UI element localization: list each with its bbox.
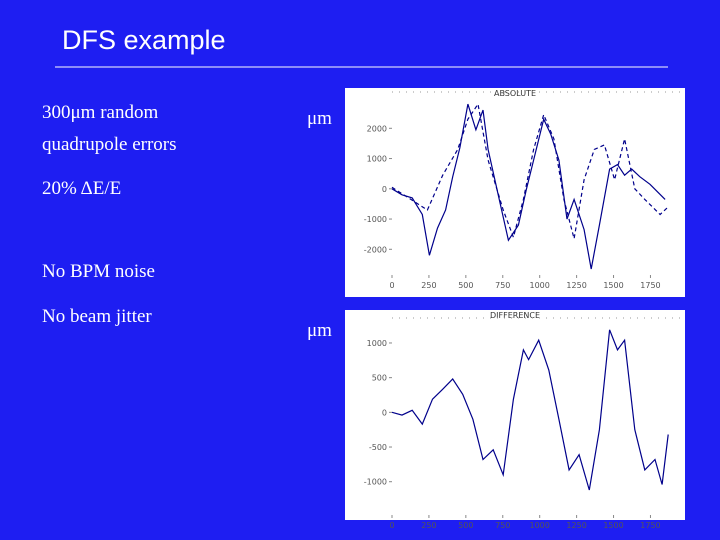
x-tick-label: 250 xyxy=(421,521,436,530)
chart-panel xyxy=(345,88,685,297)
bullet: 20% ΔE/E xyxy=(42,178,121,199)
x-tick-label: 1000 xyxy=(530,281,550,290)
x-tick-label: 500 xyxy=(458,521,473,530)
y-tick-label: -2000 xyxy=(364,245,387,254)
x-tick-label: 250 xyxy=(421,281,436,290)
x-tick-label: 500 xyxy=(458,281,473,290)
y-tick-label: 1000 xyxy=(367,155,387,164)
chart-panel xyxy=(345,310,685,520)
y-tick-label: 0 xyxy=(382,408,387,417)
y-tick-label: 0 xyxy=(382,185,387,194)
bullet: No BPM noise xyxy=(42,261,155,282)
data-line xyxy=(391,102,669,240)
chart-title: ABSOLUTE xyxy=(494,89,536,98)
data-line xyxy=(391,103,666,270)
data-line xyxy=(391,329,669,491)
y-tick-label: -1000 xyxy=(364,215,387,224)
y-tick-label: -500 xyxy=(369,443,387,452)
y-tick-label: 2000 xyxy=(367,124,387,133)
y-tick-label: -1000 xyxy=(364,478,387,487)
x-tick-label: 0 xyxy=(389,521,394,530)
x-tick-label: 1250 xyxy=(566,281,586,290)
x-tick-label: 750 xyxy=(495,281,510,290)
chart-title: DIFFERENCE xyxy=(490,311,540,320)
unit-label: μm xyxy=(307,108,332,129)
unit-label: μm xyxy=(307,320,332,341)
slide-title: DFS example xyxy=(62,25,226,55)
x-tick-label: 1500 xyxy=(603,281,623,290)
bullet: quadrupole errors xyxy=(42,134,177,155)
x-tick-label: 750 xyxy=(495,521,510,530)
x-tick-label: 1750 xyxy=(640,281,660,290)
y-tick-label: 500 xyxy=(372,374,387,383)
x-tick-label: 1500 xyxy=(603,521,623,530)
y-tick-label: 1000 xyxy=(367,339,387,348)
bullet: 300μm random xyxy=(42,102,158,123)
x-tick-label: 0 xyxy=(389,281,394,290)
bullet: No beam jitter xyxy=(42,306,152,327)
x-tick-label: 1250 xyxy=(566,521,586,530)
x-tick-label: 1000 xyxy=(530,521,550,530)
x-tick-label: 1750 xyxy=(640,521,660,530)
